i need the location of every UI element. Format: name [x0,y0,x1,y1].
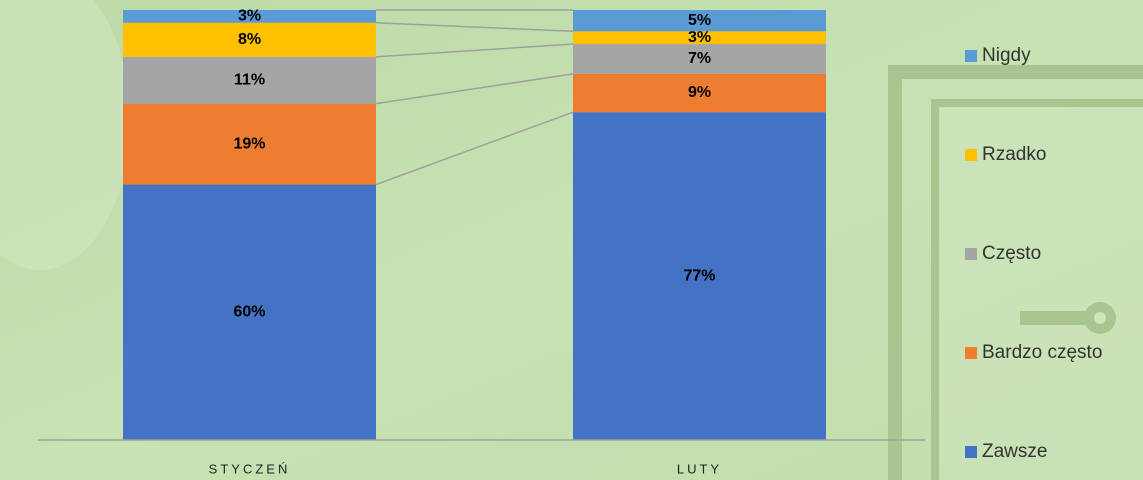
data-label: 5% [688,12,711,29]
bar-segment [123,103,376,185]
data-label: 8% [238,31,261,48]
bar-segment [573,31,826,45]
legend-swatch [965,149,977,161]
bar-segment [123,184,376,440]
bar-segment [123,10,376,23]
bar-segment [573,10,826,32]
data-label: 9% [688,84,711,101]
decor-frame [931,99,1143,480]
bar-segment [573,112,826,440]
decor-panel [940,108,1143,480]
data-label: 77% [683,267,715,284]
data-label: 60% [233,303,265,320]
decor [1094,312,1106,324]
decor [0,0,130,270]
legend-label: Zawsze [982,441,1047,462]
legend-swatch [965,446,977,458]
data-label: 3% [688,29,711,46]
legend-swatch [965,50,977,62]
data-label: 19% [233,135,265,152]
x-tick-label: LUTY [677,461,722,476]
legend-label: Często [982,243,1041,264]
legend-swatch [965,347,977,359]
series-line [375,43,574,58]
data-label: 7% [688,50,711,67]
legend-label: Bardzo często [982,342,1102,363]
legend-label: Rzadko [982,144,1046,165]
x-tick-label: STYCZEŃ [209,461,291,476]
series-line [375,73,574,105]
bar-segment [573,44,826,74]
decor-frame [888,65,1143,480]
bar-segment [123,22,376,57]
series-line [375,111,574,186]
legend-label: Nigdy [982,45,1031,66]
data-label: 11% [234,71,265,88]
data-label: 3% [238,8,261,25]
series-line [375,22,574,33]
legend-swatch [965,248,977,260]
bar-segment [123,56,376,104]
bar-segment [573,73,826,113]
